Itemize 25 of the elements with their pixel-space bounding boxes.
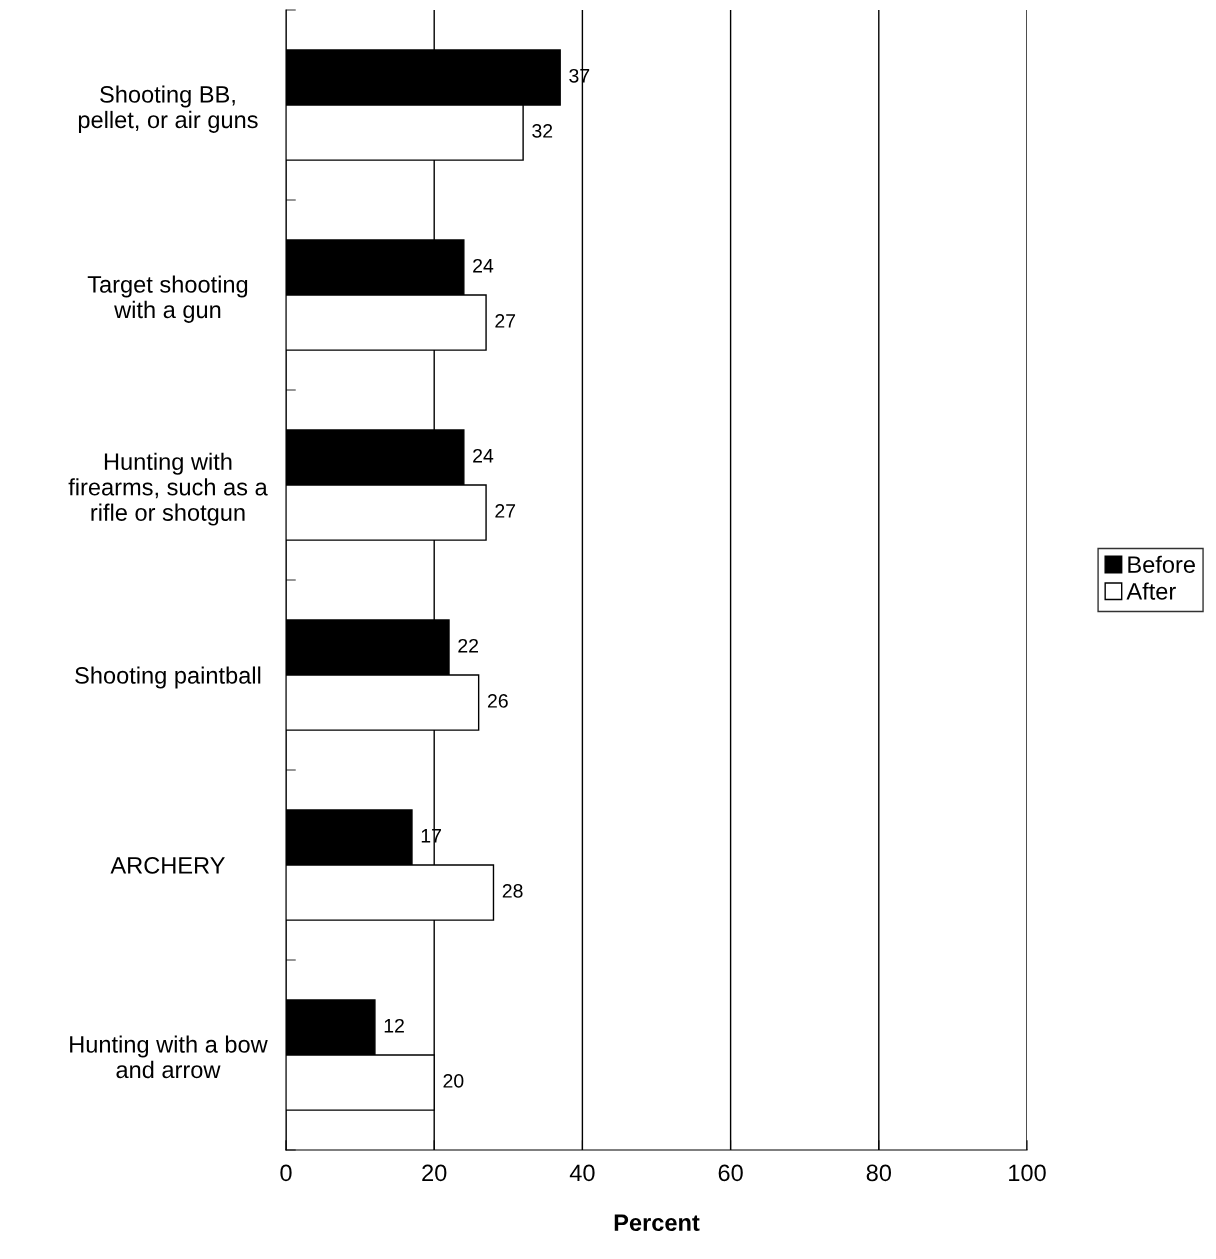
data-label: 12 [384,1018,404,1033]
data-label: 24 [473,258,494,273]
y-tick-label: Hunting with a bow and arrow [70,1035,268,1079]
x-axis-title: Percent [614,1214,700,1232]
data-label: 24 [473,448,494,463]
x-tick-label: 100 [1009,1164,1046,1182]
y-tick-label: Hunting with firearms, such as a rifle or shotgun [68,452,268,526]
data-label: 26 [487,694,508,708]
x-tick-label: 40 [569,1164,595,1182]
y-tick-label: Shooting BB, pellet, or air guns [78,85,258,133]
y-tick-label: ARCHERY [110,857,225,874]
data-label: 27 [495,504,516,518]
data-label: 27 [495,314,516,328]
x-tick-label: 0 [280,1164,292,1182]
legend-label: After [1126,582,1176,600]
data-label: 20 [443,1074,464,1088]
x-tick-label: 20 [422,1164,447,1182]
legend-label: Before [1128,555,1195,573]
x-tick-label: 60 [718,1164,743,1182]
data-label: 32 [532,124,553,138]
y-tick-label: Shooting paintball [75,666,261,689]
data-label: 22 [458,638,479,653]
x-tick-label: 80 [866,1164,892,1182]
y-tick-label: Target shooting with a gun [87,275,248,323]
data-label: 28 [502,884,523,898]
